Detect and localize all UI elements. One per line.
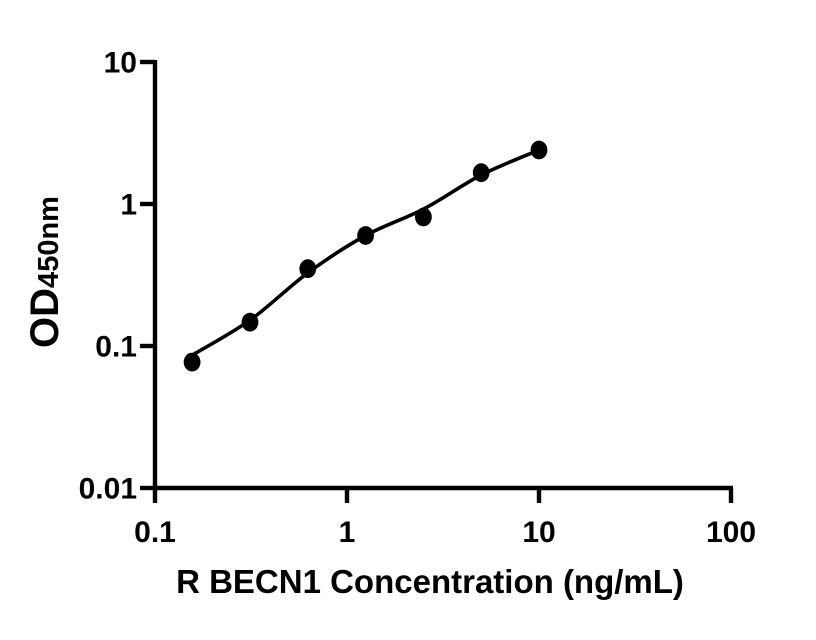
data-point-marker [299, 259, 317, 279]
x-tick-label: 0.1 [134, 516, 176, 549]
plot-area [183, 140, 548, 372]
data-points [183, 140, 548, 372]
data-point-marker [472, 163, 490, 183]
y-tick-label: 0.1 [95, 331, 137, 364]
axes: 10 1 0.1 0.01 0.1 1 10 100 [79, 47, 756, 550]
data-point-marker [357, 226, 374, 245]
y-tick-label: 0.01 [79, 473, 137, 506]
data-point-marker [183, 352, 201, 372]
y-tick-label: 10 [104, 47, 137, 80]
y-tick-label: 1 [120, 189, 137, 222]
data-point-marker [415, 207, 432, 227]
y-axis-title-subscript: 450nm [33, 196, 65, 288]
data-point-marker [241, 312, 259, 332]
x-tick-label: 10 [522, 516, 555, 549]
x-axis-title: R BECN1 Concentration (ng/mL) [176, 563, 684, 600]
y-axis-title-main: OD [23, 288, 67, 348]
x-tick-label: 100 [706, 516, 756, 549]
data-point-marker [530, 140, 548, 160]
y-axis-title: OD450nm [23, 196, 67, 348]
x-tick-label: 1 [339, 516, 356, 549]
